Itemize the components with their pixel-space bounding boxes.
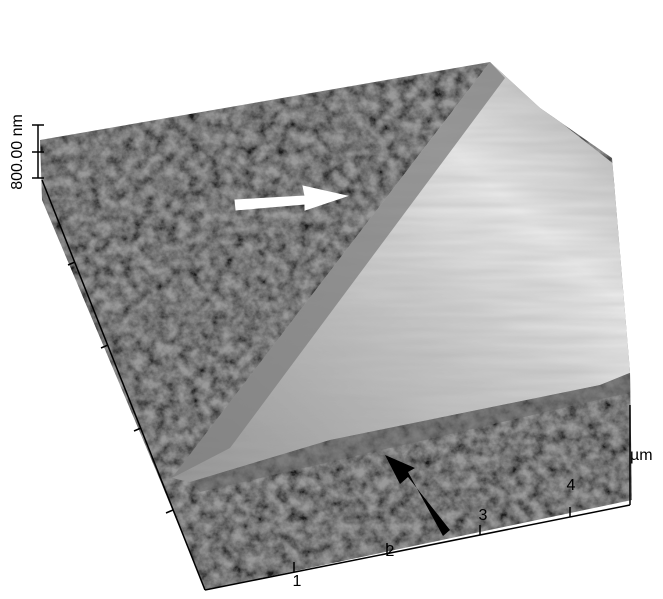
surface	[0, 40, 663, 594]
x-tick-label: 4	[567, 477, 576, 494]
x-tick-label: 3	[479, 507, 488, 524]
x-unit-label: µm	[630, 447, 653, 464]
afm-figure: 800.00 nm 1 2 3 4 µm	[0, 0, 663, 594]
z-scale-label: 800.00 nm	[9, 114, 26, 190]
x-tick-label: 2	[386, 543, 395, 560]
x-tick-label: 1	[293, 573, 302, 590]
